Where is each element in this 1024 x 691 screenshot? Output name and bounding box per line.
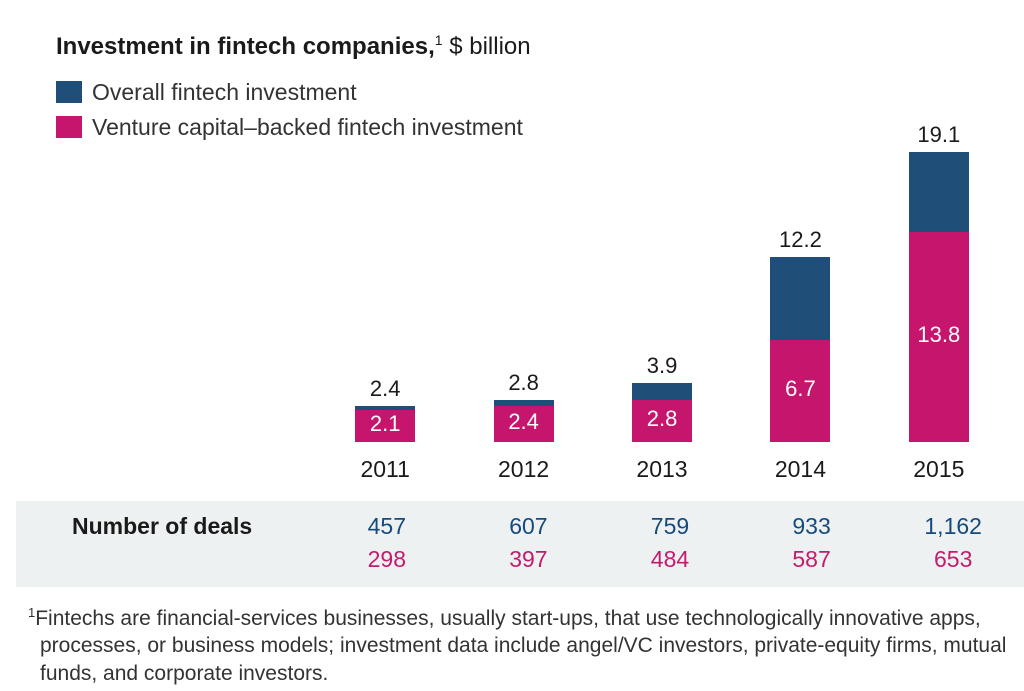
deals-overall-cell: 759: [599, 513, 741, 540]
year-label: 2013: [593, 456, 731, 483]
year-label: 2012: [454, 456, 592, 483]
bar-vc-label: 13.8: [909, 322, 969, 348]
legend-label: Overall fintech investment: [92, 75, 357, 110]
x-axis-years: 20112012201320142015: [56, 456, 1008, 483]
bar-slot: 19.1 13.8: [870, 122, 1008, 442]
chart-title-tail: $ billion: [443, 33, 531, 60]
bar-stack: 6.7: [770, 257, 830, 442]
bar-total-label: 2.8: [508, 370, 539, 396]
bar-vc-label: 2.4: [494, 409, 554, 435]
deals-overall-cell: 457: [316, 513, 458, 540]
legend-swatch: [56, 116, 82, 138]
year-label: 2015: [870, 456, 1008, 483]
legend-label: Venture capital–backed fintech investmen…: [92, 110, 523, 145]
bar-total-label: 2.4: [370, 376, 401, 402]
deals-vc-cell: 298: [316, 546, 458, 573]
footnote: 1Fintechs are financial-services busines…: [16, 605, 1008, 687]
year-label: 2014: [731, 456, 869, 483]
bar-total-label: 12.2: [779, 227, 822, 253]
deals-vc-cell: 397: [458, 546, 600, 573]
bar-stack: 2.4: [494, 400, 554, 443]
legend-swatch: [56, 81, 82, 103]
chart-title-bold: Investment in fintech companies,: [56, 33, 435, 60]
bar-vc-label: 2.8: [632, 406, 692, 432]
bar-vc-label: 6.7: [770, 376, 830, 402]
bar-slot: 12.2 6.7: [731, 227, 869, 442]
deals-heading: Number of deals: [72, 513, 252, 540]
deals-overall-cell: 933: [741, 513, 883, 540]
bar-segment-overall: [770, 257, 830, 341]
year-label: 2011: [316, 456, 454, 483]
bar-vc-label: 2.1: [355, 411, 415, 437]
chart-root: Investment in fintech companies,1 $ bill…: [0, 0, 1024, 691]
deals-vc-cell: 484: [599, 546, 741, 573]
legend-item: Venture capital–backed fintech investmen…: [56, 110, 1008, 145]
legend-item: Overall fintech investment: [56, 75, 1008, 110]
deals-overall-cell: 607: [458, 513, 600, 540]
legend: Overall fintech investmentVenture capita…: [56, 75, 1008, 144]
bar-slot: 3.9 2.8: [593, 353, 731, 442]
chart-area: 2.42.12.82.43.92.812.26.719.113.8 201120…: [56, 152, 1008, 687]
footnote-text: Fintechs are financial-services business…: [35, 607, 1006, 685]
bar-segment-overall: [909, 152, 969, 232]
bar-stack: 2.1: [355, 406, 415, 442]
bar-total-label: 19.1: [917, 122, 960, 148]
bar-slot: 2.8 2.4: [454, 370, 592, 443]
chart-title: Investment in fintech companies,1 $ bill…: [56, 32, 1008, 61]
bar-total-label: 3.9: [647, 353, 678, 379]
deals-overall-cell: 1,162: [882, 513, 1024, 540]
deals-vc-cell: 653: [882, 546, 1024, 573]
deals-row-vc: 298397484587653: [16, 546, 1024, 573]
bar-stack: 2.8: [632, 383, 692, 442]
bar-slot: 2.42.1: [316, 376, 454, 442]
bar-stack: 13.8: [909, 152, 969, 442]
chart-title-sup: 1: [435, 32, 443, 48]
deals-vc-cell: 587: [741, 546, 883, 573]
bar-segment-overall: [632, 383, 692, 400]
deals-table: Number of deals 4576077599331,162 298397…: [16, 501, 1024, 587]
bars-row: 2.42.12.82.43.92.812.26.719.113.8: [56, 152, 1008, 442]
